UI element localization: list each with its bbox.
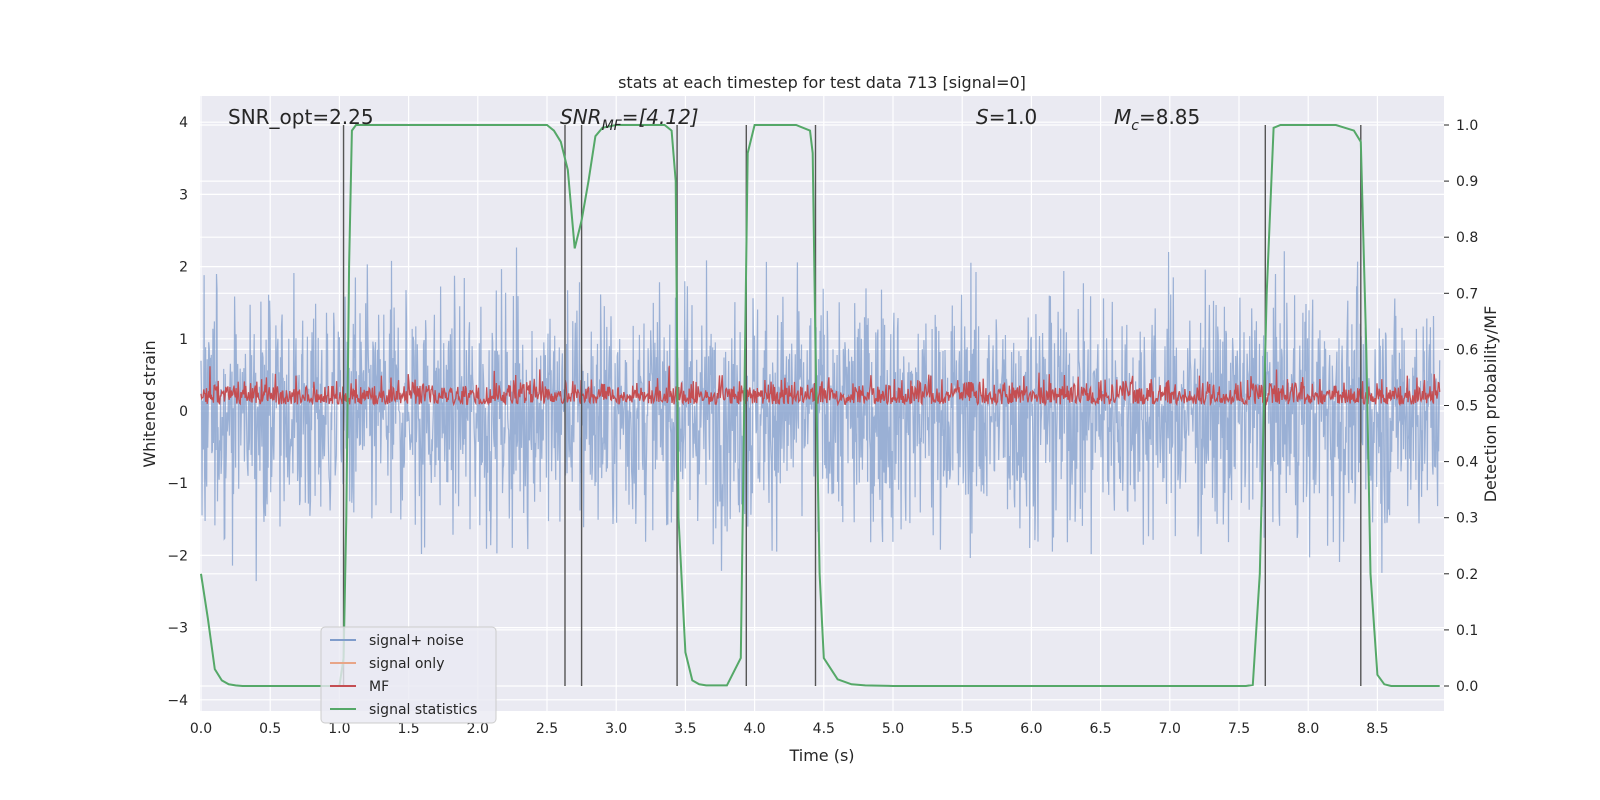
y2-axis-label: Detection probability/MF (1481, 306, 1500, 503)
x-tick-label: 6.5 (1089, 721, 1111, 737)
x-tick-label: 2.5 (536, 721, 558, 737)
y2-tick-label: 0.1 (1456, 623, 1478, 639)
y2-tick-label: 0.6 (1456, 342, 1478, 358)
legend-label-mf: MF (369, 679, 389, 695)
x-tick-label: 5.0 (882, 721, 904, 737)
snr-mf-value: =[4.12] (622, 105, 699, 129)
x-tick-label: 5.5 (951, 721, 973, 737)
x-tick-label: 8.5 (1366, 721, 1388, 737)
y-tick-label: 3 (179, 187, 188, 203)
s-symbol: S (976, 105, 989, 129)
mc-subscript: c (1131, 118, 1139, 134)
snr-mf-subscript: MF (602, 118, 623, 134)
x-tick-label: 1.0 (328, 721, 350, 737)
legend-label-signal-only: signal only (369, 656, 444, 672)
y-tick-label: −4 (167, 693, 188, 709)
mf-line (200, 365, 1441, 407)
y-tick-label: 0 (179, 404, 188, 420)
annotation-snr-mf: SNRMF=[4.12] (560, 105, 699, 134)
snr-mf-symbol: SNR (560, 105, 602, 129)
y-tick-label: −3 (167, 621, 188, 637)
y2-tick-label: 1.0 (1456, 118, 1478, 134)
annotation-snr-opt: SNR_opt=2.25 (228, 105, 374, 129)
x-tick-label: 3.5 (674, 721, 696, 737)
y2-axis-ticks: 1.0 0.9 0.8 0.7 0.6 0.5 0.4 0.3 0.2 0.1 0.0 (1444, 118, 1478, 695)
y2-tick-label: 0.0 (1456, 679, 1478, 695)
y2-tick-label: 0.5 (1456, 399, 1478, 415)
y-tick-label: 1 (179, 332, 188, 348)
x-axis-ticks: 0.0 0.5 1.0 1.5 2.0 2.5 3.0 3.5 4.0 4.5 5.0 5.5 6.0 6… (190, 721, 1389, 737)
x-tick-label: 6.0 (1020, 721, 1042, 737)
s-value: =1.0 (989, 105, 1038, 129)
y-axis-ticks: 4 3 2 1 0 −1 −2 −3 −4 (167, 115, 188, 709)
legend-label-signal-statistics: signal statistics (369, 702, 477, 718)
y2-tick-label: 0.4 (1456, 455, 1478, 471)
x-tick-label: 8.0 (1297, 721, 1319, 737)
y2-tick-label: 0.2 (1456, 567, 1478, 583)
mf-series (200, 365, 1441, 407)
x-axis-label: Time (s) (788, 746, 854, 765)
y2-tick-label: 0.7 (1456, 286, 1478, 302)
x-tick-label: 0.5 (259, 721, 281, 737)
x-tick-label: 7.5 (1228, 721, 1250, 737)
x-tick-label: 2.0 (467, 721, 489, 737)
gridlines (200, 96, 1444, 711)
chart-title: stats at each timestep for test data 713… (618, 73, 1026, 92)
x-tick-label: 3.0 (605, 721, 627, 737)
y2-tick-label: 0.9 (1456, 174, 1478, 190)
x-tick-label: 0.0 (190, 721, 212, 737)
mc-value: =8.85 (1139, 105, 1200, 129)
legend-box (320, 626, 497, 724)
y2-tick-label: 0.3 (1456, 511, 1478, 527)
mc-symbol: M (1114, 105, 1131, 129)
x-tick-label: 4.0 (743, 721, 765, 737)
x-tick-label: 1.5 (397, 721, 419, 737)
y-tick-label: 4 (179, 115, 188, 131)
annotation-s: S=1.0 (976, 105, 1037, 129)
annotation-mc: Mc=8.85 (1114, 105, 1200, 134)
x-tick-label: 4.5 (813, 721, 835, 737)
y-axis-label: Whitened strain (140, 340, 159, 467)
y-tick-label: −1 (167, 476, 188, 492)
y2-tick-label: 0.8 (1456, 230, 1478, 246)
y-tick-label: −2 (167, 548, 188, 564)
y-tick-label: 2 (179, 260, 188, 276)
x-tick-label: 7.0 (1159, 721, 1181, 737)
legend-label-signal-noise: signal+ noise (369, 633, 464, 649)
legend: signal+ noise signal only MF signal stat… (320, 626, 497, 724)
